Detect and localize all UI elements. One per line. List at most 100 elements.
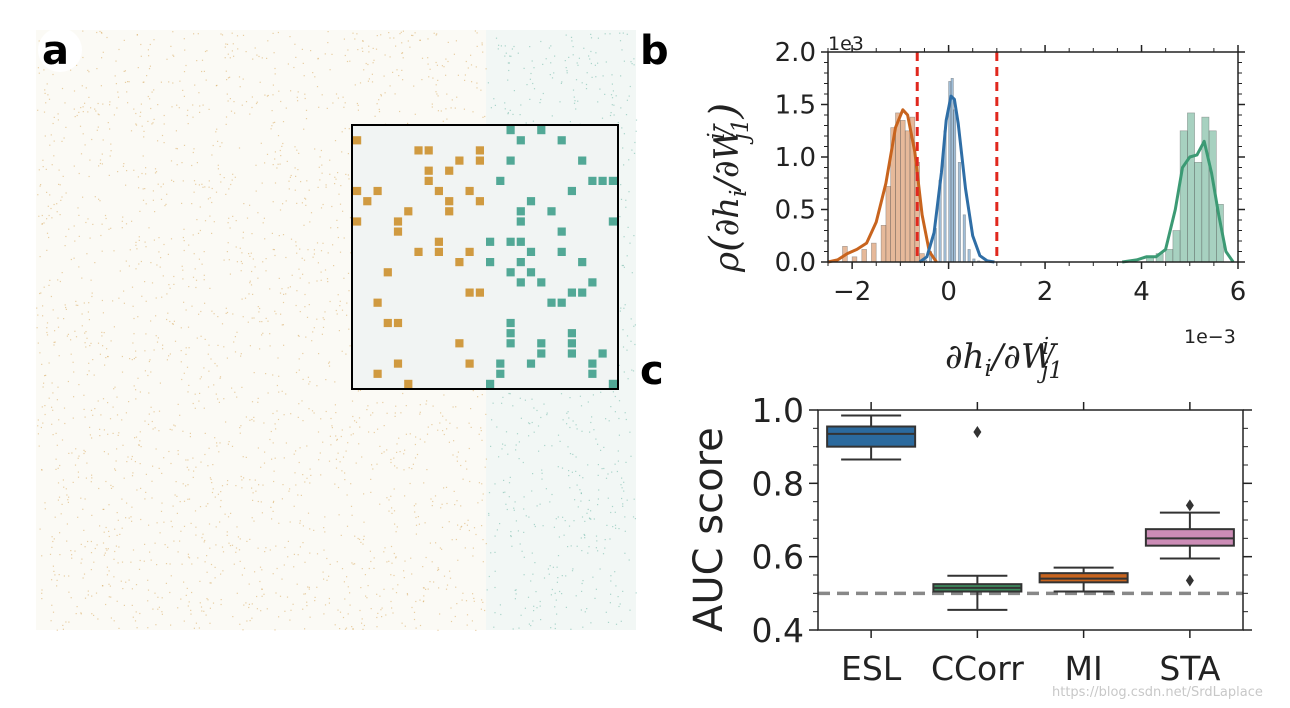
panel-a-speckle: [262, 222, 264, 224]
panel-a-speckle: [50, 295, 52, 298]
panel-a-speckle: [229, 57, 231, 59]
panel-a-speckle: [226, 251, 228, 253]
panel-a-speckle: [237, 536, 239, 538]
panel-a-speckle: [370, 608, 372, 610]
panel-a-speckle: [404, 495, 406, 497]
panel-a-speckle: [323, 527, 325, 529]
panel-a-speckle: [508, 392, 510, 395]
panel-a-speckle: [132, 342, 134, 344]
panel-a-speckle: [40, 292, 42, 294]
panel-a-speckle: [217, 164, 219, 166]
panel-a-speckle: [135, 244, 137, 246]
panel-a-speckle: [298, 358, 300, 360]
panel-a-speckle: [582, 477, 584, 479]
panel-a-speckle: [425, 556, 427, 559]
panel-a-speckle: [242, 456, 244, 458]
panel-a-speckle: [66, 523, 68, 525]
panel-a-speckle: [379, 445, 381, 447]
panel-a-speckle: [558, 536, 560, 538]
panel-a-speckle: [604, 33, 606, 35]
panel-a-speckle: [279, 163, 281, 165]
panel-a-speckle: [166, 293, 168, 295]
panel-a-speckle: [132, 472, 134, 474]
panel-a-speckle: [464, 74, 466, 76]
panel-a-speckle: [195, 286, 197, 289]
panel-a-speckle: [143, 560, 145, 562]
panel-a-speckle: [41, 469, 43, 471]
panel-a-speckle: [287, 63, 289, 65]
panel-a-speckle: [500, 45, 502, 47]
panel-a-speckle: [133, 169, 135, 171]
panel-a-speckle: [414, 113, 416, 115]
panel-a-speckle: [49, 194, 51, 196]
panel-a-speckle: [249, 419, 251, 421]
panel-a-speckle: [54, 330, 56, 332]
panel-a-speckle: [165, 563, 168, 565]
panel-a-speckle: [422, 587, 425, 589]
panel-a-inset-cell: [424, 146, 433, 155]
panel-a-speckle: [272, 94, 274, 96]
panel-a-speckle: [271, 458, 273, 460]
panel-a-speckle: [221, 485, 224, 487]
panel-b-y-tick-label: 2.0: [775, 38, 816, 68]
panel-a-speckle: [277, 135, 280, 137]
panel-a-speckle: [261, 512, 263, 514]
panel-a-speckle: [614, 511, 616, 513]
panel-a-speckle: [298, 268, 300, 270]
panel-a-speckle: [570, 545, 572, 547]
panel-a-speckle: [618, 364, 620, 366]
panel-a-speckle: [361, 622, 363, 624]
panel-a-speckle: [541, 469, 543, 471]
panel-a-speckle: [573, 520, 575, 522]
panel-a-speckle: [626, 335, 629, 337]
panel-a-speckle: [280, 100, 282, 103]
panel-b-hist-bar-orange: [895, 112, 901, 263]
panel-a-speckle: [136, 489, 138, 491]
panel-a-speckle: [592, 394, 594, 396]
panel-a-speckle: [423, 595, 425, 597]
panel-a-speckle: [132, 616, 134, 618]
panel-a-speckle: [246, 620, 248, 622]
panel-a-speckle: [335, 435, 337, 437]
panel-a-speckle: [310, 474, 312, 476]
panel-a-speckle: [39, 292, 41, 295]
panel-a-speckle: [633, 58, 635, 60]
panel-a-speckle: [597, 62, 599, 64]
panel-a-speckle: [108, 583, 110, 585]
panel-a-speckle: [80, 562, 82, 564]
panel-a-speckle: [363, 69, 365, 71]
panel-a-speckle: [38, 72, 40, 74]
panel-a-speckle: [133, 333, 135, 335]
panel-a-speckle: [419, 599, 421, 601]
panel-a-inset-cell: [537, 339, 546, 348]
panel-a-speckle: [231, 179, 233, 181]
panel-a-speckle: [402, 30, 404, 32]
panel-a-speckle: [624, 304, 626, 306]
panel-a-speckle: [56, 629, 58, 631]
panel-a-speckle: [75, 613, 77, 615]
panel-a-speckle: [564, 60, 566, 62]
panel-a-speckle: [235, 246, 237, 248]
panel-a-speckle: [151, 91, 153, 93]
panel-a-speckle: [373, 59, 375, 61]
panel-a-speckle: [65, 306, 67, 309]
panel-a-speckle: [506, 508, 508, 511]
panel-a-speckle: [283, 564, 285, 566]
panel-a-speckle: [461, 599, 463, 601]
panel-a-speckle: [610, 593, 612, 595]
panel-a-speckle: [122, 588, 124, 590]
panel-a-speckle: [622, 590, 624, 592]
panel-a-speckle: [107, 433, 109, 435]
panel-a-speckle: [272, 84, 274, 86]
panel-a-speckle: [566, 72, 568, 74]
panel-a-speckle: [131, 359, 133, 361]
panel-a-speckle: [155, 171, 158, 173]
panel-a-speckle: [57, 113, 59, 115]
panel-a-speckle: [413, 618, 416, 621]
panel-a-speckle: [273, 500, 275, 502]
panel-a-speckle: [82, 111, 84, 113]
panel-a-speckle: [262, 484, 264, 486]
panel-a-speckle: [349, 426, 351, 428]
panel-a-speckle: [238, 76, 241, 78]
panel-a-speckle: [269, 288, 271, 290]
